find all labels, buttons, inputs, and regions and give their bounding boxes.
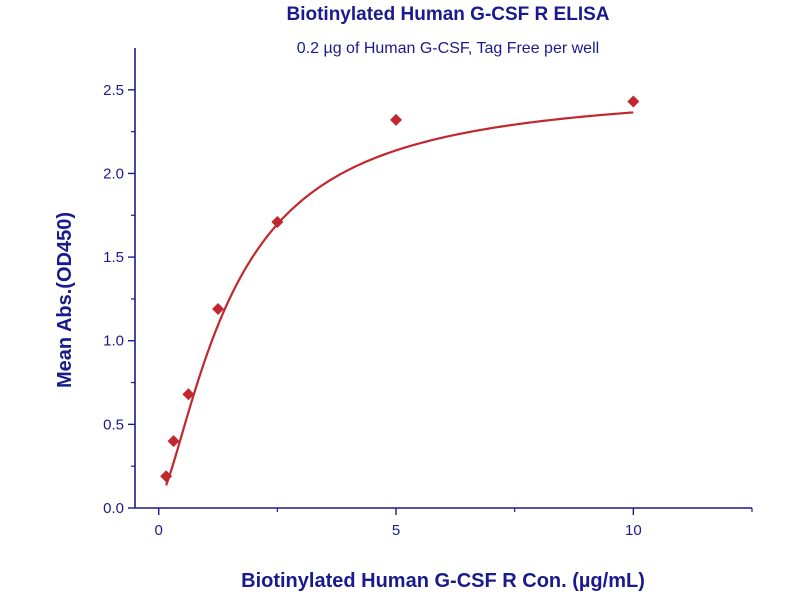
y-tick-label: 2.0 — [103, 165, 124, 182]
data-point — [167, 435, 180, 448]
x-tick-label: 5 — [392, 522, 400, 539]
data-point — [390, 113, 403, 126]
y-tick-label: 2.5 — [103, 82, 124, 99]
data-point — [182, 388, 195, 401]
data-point — [271, 215, 284, 228]
y-axis-label: Mean Abs.(OD450) — [54, 212, 76, 388]
y-tick-label: 0.5 — [103, 416, 124, 433]
x-tick-label: 0 — [155, 522, 163, 539]
data-point — [627, 95, 640, 108]
chart-subtitle: 0.2 µg of Human G-CSF, Tag Free per well — [297, 40, 599, 57]
chart-title: Biotinylated Human G-CSF R ELISA — [286, 4, 609, 25]
y-tick-label: 0.0 — [103, 500, 124, 517]
y-tick-label: 1.0 — [103, 333, 124, 350]
x-tick-label: 10 — [625, 522, 642, 539]
axes — [134, 48, 752, 509]
tick-labels: 0.0 0.5 1.0 1.5 2.0 2.5 0 5 10 — [103, 82, 642, 539]
y-tick-label: 1.5 — [103, 249, 124, 266]
data-points — [160, 95, 640, 483]
tick-marks — [128, 89, 753, 515]
data-point — [160, 470, 173, 483]
x-axis-label: Biotinylated Human G-CSF R Con. (µg/mL) — [241, 570, 645, 592]
fit-curve-group — [165, 111, 634, 486]
data-point — [212, 302, 225, 315]
fit-curve — [165, 111, 634, 486]
